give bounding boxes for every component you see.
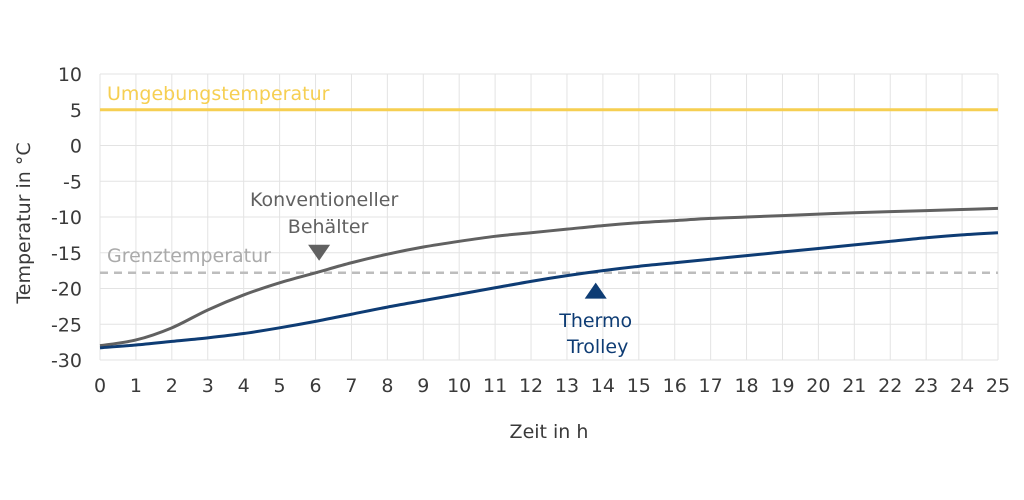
x-tick-label: 3	[202, 375, 214, 397]
x-tick-label: 2	[166, 375, 178, 397]
x-tick-label: 8	[381, 375, 393, 397]
x-axis-label: Zeit in h	[510, 421, 589, 443]
y-axis-label: Temperatur in °C	[13, 142, 35, 304]
x-tick-label: 15	[627, 375, 651, 397]
annotation-konventionell-line1: Konventioneller	[250, 189, 398, 211]
x-tick-label: 22	[878, 375, 902, 397]
x-tick-label: 20	[806, 375, 830, 397]
reference-lines: Umgebungstemperatur Grenztemperatur	[100, 83, 998, 275]
x-tick-label: 9	[417, 375, 429, 397]
x-tick-label: 18	[734, 375, 758, 397]
annotation-thermo-line1: Thermo	[558, 310, 632, 332]
x-tick-label: 0	[94, 375, 106, 397]
y-tick-label: 5	[70, 100, 82, 122]
y-tick-label: -25	[51, 314, 82, 336]
down-triangle-marker	[308, 244, 331, 261]
y-tick-label: 10	[58, 64, 82, 86]
x-tick-label: 10	[447, 375, 471, 397]
x-tick-label: 25	[986, 375, 1010, 397]
series-line-konventioneller-beh-lter	[99, 206, 999, 348]
x-axis-ticks: 0 1 2 3 4 5 6 7 8 9 10 11 12 13 14 15 16 17 18 19 20 21 22 23 24…	[94, 375, 1010, 397]
x-tick-label: 4	[238, 375, 250, 397]
x-tick-label: 16	[663, 375, 687, 397]
x-tick-label: 7	[345, 375, 357, 397]
y-tick-label: 0	[70, 136, 82, 158]
series-line-thermo-trolley	[99, 231, 999, 350]
annotation-thermo-line2: Trolley	[566, 336, 628, 358]
x-tick-label: 19	[770, 375, 794, 397]
x-tick-label: 17	[699, 375, 723, 397]
annotations: Konventioneller Behälter Thermo Trolley	[250, 189, 632, 358]
x-tick-label: 13	[555, 375, 579, 397]
series-layer	[99, 206, 999, 350]
y-tick-label: -5	[63, 171, 82, 193]
up-triangle-marker	[584, 282, 607, 299]
grid	[99, 73, 999, 361]
annotation-konventionell-line2: Behälter	[288, 216, 369, 238]
x-tick-label: 12	[519, 375, 543, 397]
x-tick-label: 5	[274, 375, 286, 397]
x-tick-label: 14	[591, 375, 615, 397]
x-tick-label: 1	[130, 375, 142, 397]
x-tick-label: 21	[842, 375, 866, 397]
x-tick-label: 11	[483, 375, 507, 397]
y-tick-label: -20	[51, 279, 82, 301]
y-axis-ticks: 10 5 0 -5 -10 -15 -20 -25 -30	[51, 64, 82, 372]
x-tick-label: 6	[309, 375, 321, 397]
x-tick-label: 24	[950, 375, 974, 397]
y-tick-label: -10	[51, 207, 82, 229]
line-label-umgebungstemperatur: Umgebungstemperatur	[107, 83, 330, 105]
y-tick-label: -30	[51, 350, 82, 372]
line-label-grenztemperatur: Grenztemperatur	[107, 245, 271, 267]
x-tick-label: 23	[914, 375, 938, 397]
y-tick-label: -15	[51, 243, 82, 265]
